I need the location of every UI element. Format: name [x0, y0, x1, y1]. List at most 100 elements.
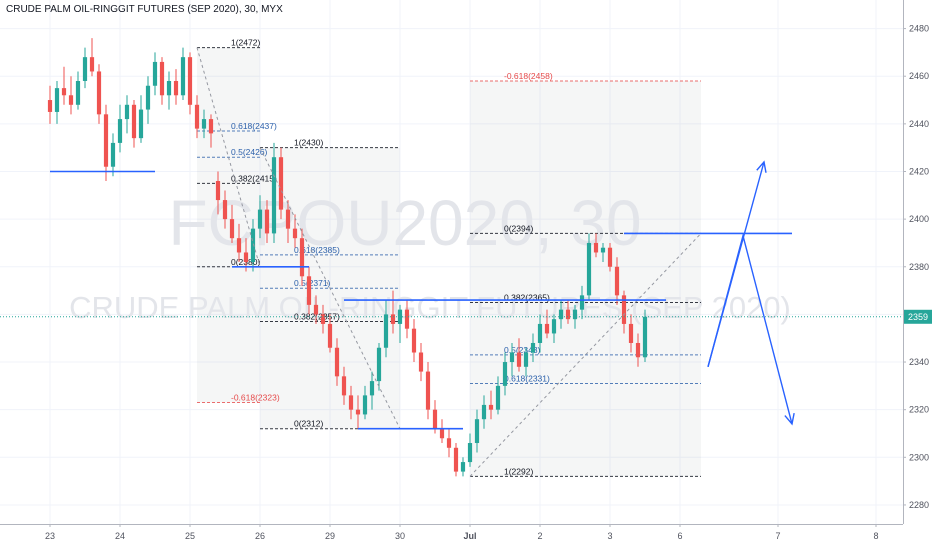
candle-body-38: [313, 304, 319, 315]
candle-80: [607, 242, 613, 272]
candle-body-68: [523, 352, 529, 367]
price-tick-label-10: 2480: [909, 24, 929, 34]
candle-body-74: [565, 309, 571, 320]
chart-title: CRUDE PALM OIL-RINGGIT FUTURES (SEP 2020…: [6, 4, 283, 15]
candle-body-40: [327, 323, 333, 348]
candle-20: [187, 52, 193, 115]
candle-body-12: [131, 104, 137, 139]
candle-27: [236, 223, 242, 262]
candle-body-11: [124, 104, 130, 120]
candle-body-2: [61, 88, 67, 96]
time-tick-label-8: 3: [607, 531, 612, 541]
candle-76: [579, 285, 585, 320]
candle-2: [61, 66, 67, 105]
candle-body-78: [593, 242, 599, 253]
candle-65: [502, 352, 508, 396]
fib-level-label-0-2: 0.5(2426): [231, 147, 268, 157]
price-tick-label-0: 2280: [909, 500, 929, 510]
candle-19: [180, 47, 186, 101]
candle-body-6: [89, 57, 95, 72]
candle-body-34: [285, 209, 291, 229]
candle-body-52: [411, 328, 417, 353]
time-tick-label-2: 25: [185, 531, 195, 541]
candle-1: [54, 80, 60, 124]
time-tick-label-11: 8: [873, 531, 878, 541]
candle-68: [523, 347, 529, 377]
candle-30: [257, 195, 263, 239]
time-tick-label-5: 30: [395, 531, 405, 541]
price-tick-label-9: 2460: [909, 71, 929, 81]
candle-13: [138, 95, 144, 143]
price-axis-background: [903, 0, 932, 550]
fib-trend-connector-0: [196, 47, 261, 267]
candle-32: [271, 142, 277, 243]
candle-body-47: [376, 347, 382, 382]
candle-0: [47, 85, 53, 124]
watermark-description: CRUDE PALM OIL-RINGGIT FUTURES (SEP 2020…: [69, 290, 791, 325]
candle-body-83: [628, 323, 634, 343]
candle-body-77: [586, 242, 592, 296]
candle-body-33: [278, 157, 284, 210]
candle-body-29: [250, 228, 256, 262]
price-tick-label-6: 2400: [909, 214, 929, 224]
price-tick-label-5: 2380: [909, 262, 929, 272]
candle-body-3: [68, 95, 74, 105]
candle-body-14: [145, 85, 151, 110]
time-tick-label-7: 2: [537, 531, 542, 541]
time-axis[interactable]: 23 24 25 26 29 30 Jul 2 3 6 7 8: [0, 524, 932, 550]
candle-body-71: [544, 323, 550, 334]
candle-body-28: [243, 252, 249, 262]
candle-body-73: [558, 309, 564, 320]
time-tick-label-4: 29: [325, 531, 335, 541]
candle-body-32: [271, 157, 277, 234]
candle-4: [75, 71, 81, 110]
last-price-tag-label: 2359: [908, 312, 928, 322]
fib-level-label-1-0: 1(2430): [294, 138, 323, 148]
fib-level-label-1-2: 0.5(2371): [294, 278, 331, 288]
candle-41: [334, 338, 340, 386]
candle-39: [320, 304, 326, 334]
fib-level-label-1-1: 0.618(2385): [294, 245, 340, 255]
candle-63: [488, 390, 494, 420]
candle-body-42: [341, 376, 347, 396]
candle-body-49: [390, 314, 396, 324]
candle-74: [565, 300, 571, 324]
candle-body-22: [201, 119, 207, 129]
candle-body-43: [348, 395, 354, 410]
candle-3: [68, 76, 74, 115]
candle-26: [229, 204, 235, 243]
candle-body-0: [47, 100, 53, 112]
trend-drawings[interactable]: [50, 47, 795, 477]
candle-29: [250, 219, 256, 272]
time-tick-label-3: 26: [255, 531, 265, 541]
candle-body-48: [383, 314, 389, 348]
candle-83: [628, 314, 634, 353]
candle-43: [348, 385, 354, 420]
candle-body-76: [579, 295, 585, 310]
candle-57: [446, 428, 452, 458]
candle-body-75: [572, 309, 578, 320]
price-tick-label-8: 2440: [909, 119, 929, 129]
candle-9: [110, 133, 116, 177]
candle-71: [544, 309, 550, 339]
fib-zone-2: [470, 80, 701, 477]
candle-body-27: [236, 238, 242, 253]
projection-arrow-1[interactable]: [707, 233, 793, 425]
candle-body-66: [509, 352, 515, 363]
candle-body-45: [362, 395, 368, 415]
projection-arrowhead-0: [756, 160, 767, 173]
candle-body-17: [166, 80, 172, 96]
candle-body-25: [222, 200, 228, 220]
candle-body-5: [82, 57, 88, 81]
candle-66: [509, 342, 515, 377]
price-tick-label-2: 2320: [909, 405, 929, 415]
candle-37: [306, 266, 312, 315]
price-axis[interactable]: 2280230023202340236023802400242024402460…: [903, 0, 932, 550]
candle-48: [383, 300, 389, 358]
candle-body-4: [75, 80, 81, 105]
candle-77: [586, 233, 592, 301]
candle-58: [453, 443, 459, 477]
candle-70: [537, 314, 543, 353]
